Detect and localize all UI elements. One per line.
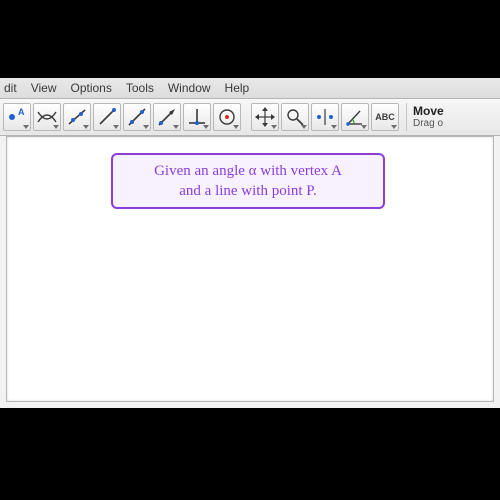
menu-help[interactable]: Help <box>225 81 250 95</box>
point-tool-button[interactable]: A <box>3 103 31 131</box>
intersect-tool-button[interactable] <box>33 103 61 131</box>
svg-text:A: A <box>18 107 25 117</box>
tool-info-name: Move <box>413 105 444 118</box>
drawing-canvas[interactable]: Given an angle α with vertex A and a lin… <box>6 136 494 402</box>
zoom-tool-button[interactable] <box>281 103 309 131</box>
tool-info-hint: Drag o <box>413 118 444 129</box>
menu-window[interactable]: Window <box>168 81 211 95</box>
instruction-line1: Given an angle α with vertex A <box>154 163 342 179</box>
app-window: dit View Options Tools Window Help A <box>0 78 500 408</box>
menu-options[interactable]: Options <box>70 81 111 95</box>
circle-tool-button[interactable] <box>213 103 241 131</box>
angle-tool-button[interactable] <box>341 103 369 131</box>
line-tool-button[interactable] <box>63 103 91 131</box>
ray-tool-button[interactable] <box>123 103 151 131</box>
segment-tool-button[interactable] <box>93 103 121 131</box>
instruction-box: Given an angle α with vertex A and a lin… <box>111 153 385 209</box>
menu-tools[interactable]: Tools <box>126 81 154 95</box>
menu-bar: dit View Options Tools Window Help <box>0 78 500 99</box>
toolbar: A <box>0 99 500 136</box>
menu-view[interactable]: View <box>31 81 57 95</box>
text-tool-button[interactable]: ABC <box>371 103 399 131</box>
perpendicular-tool-button[interactable] <box>183 103 211 131</box>
vector-tool-button[interactable] <box>153 103 181 131</box>
text-icon: ABC <box>375 112 395 122</box>
tool-info: Move Drag o <box>406 103 444 131</box>
reflect-tool-button[interactable] <box>311 103 339 131</box>
instruction-line2: and a line with point P. <box>179 183 317 199</box>
move-tool-button[interactable] <box>251 103 279 131</box>
menu-edit[interactable]: dit <box>4 81 17 95</box>
